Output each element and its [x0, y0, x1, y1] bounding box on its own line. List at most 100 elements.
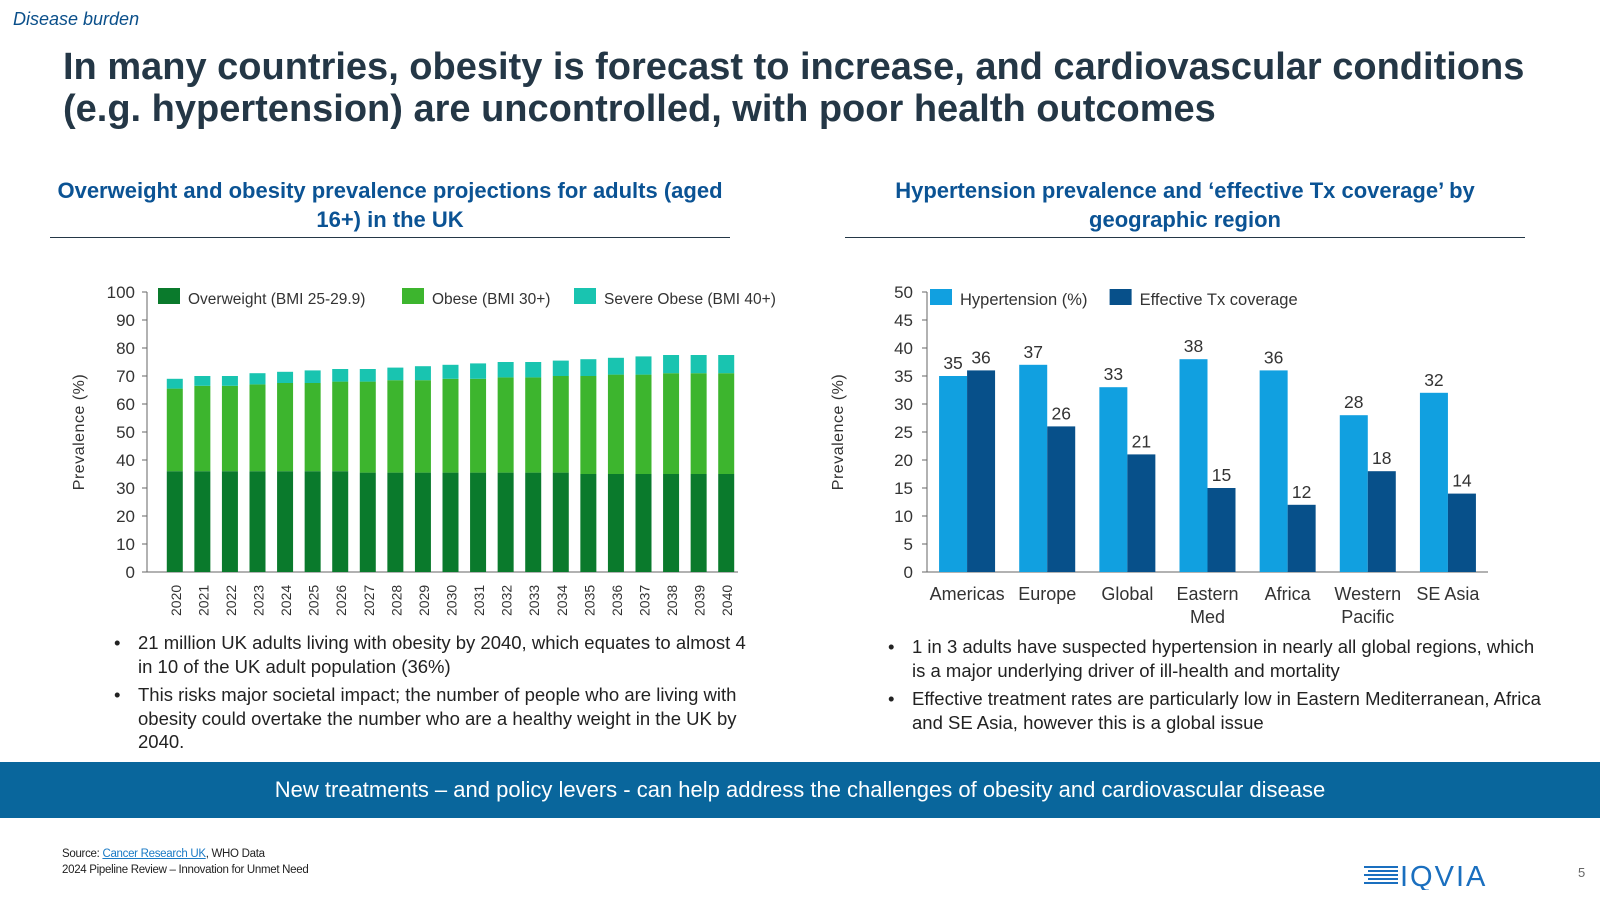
source-link[interactable]: Cancer Research UK [102, 848, 206, 860]
y-tick-label: 35 [894, 367, 913, 386]
x-tick-label: 2037 [637, 585, 653, 616]
bar-segment-obese [525, 377, 542, 473]
bar-effective-tx [967, 370, 996, 572]
bar-segment-overweight [304, 471, 321, 572]
bar-segment-severe-obese [607, 357, 624, 375]
x-tick-label: 2029 [416, 585, 432, 616]
bar-segment-obese [194, 385, 211, 472]
right-bullet-list: 1 in 3 adults have suspected hypertensio… [886, 635, 1546, 739]
bar-segment-overweight [690, 474, 707, 572]
bar-segment-severe-obese [277, 371, 294, 383]
bar-segment-obese [304, 383, 321, 472]
x-category-label: Western [1334, 584, 1401, 604]
bar-segment-obese [580, 376, 597, 474]
x-category-label: Global [1101, 584, 1153, 604]
bar-segment-obese [718, 373, 735, 474]
bar-segment-obese [442, 378, 459, 473]
key-message-banner: New treatments – and policy levers - can… [0, 762, 1600, 818]
x-tick-label: 2026 [333, 585, 349, 616]
legend-label: Severe Obese (BMI 40+) [604, 291, 776, 308]
data-label: 32 [1424, 370, 1443, 390]
right-bullet-1: 1 in 3 adults have suspected hypertensio… [886, 635, 1546, 682]
bar-segment-overweight [580, 474, 597, 572]
bar-segment-overweight [718, 474, 735, 572]
bar-segment-overweight [387, 472, 404, 572]
bar-segment-overweight [414, 472, 431, 572]
page-number: 5 [1578, 865, 1586, 880]
bar-segment-obese [166, 388, 183, 472]
bar-segment-obese [221, 385, 238, 472]
y-tick-label: 30 [894, 395, 913, 414]
bar-hypertension [1259, 370, 1288, 572]
bar-segment-severe-obese [580, 359, 597, 376]
bar-segment-obese [277, 383, 294, 472]
bar-segment-overweight [607, 474, 624, 572]
y-tick-label: 30 [116, 479, 135, 498]
x-tick-label: 2021 [195, 585, 211, 616]
left-bullet-2: This risks major societal impact; the nu… [112, 683, 752, 754]
x-tick-label: 2033 [526, 585, 542, 616]
data-label: 18 [1372, 448, 1391, 468]
bar-segment-severe-obese [663, 355, 680, 374]
bar-segment-severe-obese [442, 364, 459, 379]
bar-segment-severe-obese [332, 369, 349, 382]
y-tick-label: 10 [894, 507, 913, 526]
data-label: 35 [943, 353, 962, 373]
y-tick-label: 20 [894, 451, 913, 470]
x-tick-label: 2024 [278, 585, 294, 616]
y-axis-title: Prevalence (%) [71, 374, 88, 490]
bar-effective-tx [1367, 471, 1396, 572]
source-prefix: Source: [62, 848, 103, 860]
page-title: In many countries, obesity is forecast t… [63, 46, 1525, 130]
source-note: Source: Cancer Research UK, WHO Data 202… [62, 846, 309, 878]
bar-segment-obese [607, 374, 624, 474]
x-tick-label: 2031 [471, 585, 487, 616]
bar-hypertension [1339, 415, 1368, 572]
bar-segment-severe-obese [635, 356, 652, 375]
bar-effective-tx [1447, 493, 1476, 572]
bar-hypertension [1099, 387, 1128, 572]
x-tick-label: 2036 [609, 585, 625, 616]
bar-segment-severe-obese [194, 376, 211, 386]
bar-segment-overweight [525, 472, 542, 572]
x-tick-label: 2038 [664, 585, 680, 616]
legend-swatch [402, 288, 424, 304]
right-title-rule [845, 237, 1525, 238]
bar-segment-overweight [249, 471, 266, 572]
bar-segment-overweight [332, 471, 349, 572]
y-tick-label: 10 [116, 535, 135, 554]
bar-segment-obese [663, 373, 680, 474]
x-category-label: Pacific [1341, 607, 1394, 627]
bar-segment-overweight [635, 474, 652, 572]
report-subtitle: 2024 Pipeline Review – Innovation for Un… [62, 864, 309, 876]
bar-segment-overweight [277, 471, 294, 572]
y-tick-label: 25 [894, 423, 913, 442]
bar-segment-overweight [194, 471, 211, 572]
x-tick-label: 2025 [306, 585, 322, 616]
bar-segment-obese [552, 376, 569, 473]
bar-segment-overweight [552, 472, 569, 572]
x-tick-label: 2028 [388, 585, 404, 616]
bar-segment-obese [635, 374, 652, 474]
y-tick-label: 5 [904, 535, 913, 554]
y-tick-label: 40 [116, 451, 135, 470]
y-axis-title: Prevalence (%) [830, 374, 847, 490]
y-tick-label: 45 [894, 311, 913, 330]
data-label: 21 [1132, 431, 1151, 451]
y-tick-label: 50 [116, 423, 135, 442]
y-tick-label: 60 [116, 395, 135, 414]
x-tick-label: 2023 [251, 585, 267, 616]
data-label: 38 [1184, 336, 1203, 356]
bar-segment-severe-obese [359, 369, 376, 382]
y-tick-label: 80 [116, 339, 135, 358]
bar-segment-severe-obese [387, 367, 404, 381]
legend-label: Obese (BMI 30+) [432, 291, 550, 308]
y-tick-label: 15 [894, 479, 913, 498]
bar-segment-obese [249, 384, 266, 472]
data-label: 26 [1051, 403, 1070, 423]
x-category-label: Med [1190, 607, 1225, 627]
right-chart-title: Hypertension prevalence and ‘effective T… [895, 178, 1475, 232]
bar-segment-overweight [663, 474, 680, 572]
hypertension-bar-chart: 0 5 10 15 20 25 30 35 40 45 50 Prevalence (%) 35 36 Am… [830, 283, 1488, 627]
bar-segment-severe-obese [552, 360, 569, 376]
